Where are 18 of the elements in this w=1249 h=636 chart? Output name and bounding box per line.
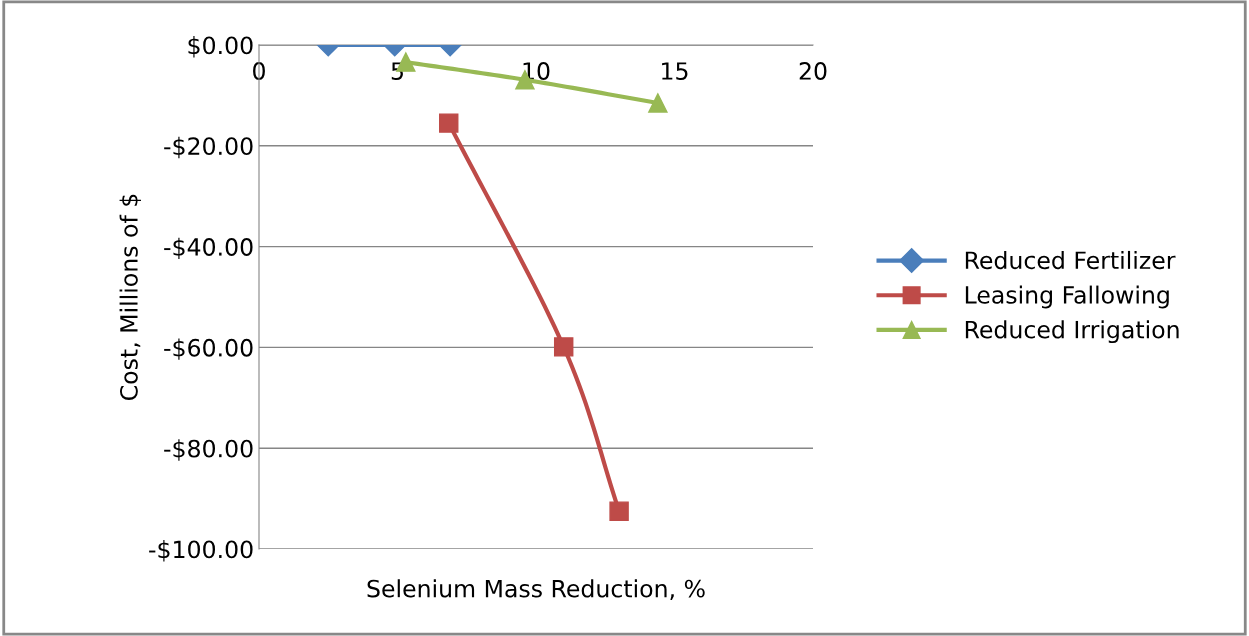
x-tick-label: 20 [799, 62, 827, 80]
legend-label: Leasing Fallowing [965, 285, 1169, 309]
y-tick-label: -$80.00 [164, 439, 253, 461]
point [648, 93, 668, 113]
y-tick-label: -$60.00 [164, 338, 253, 360]
y-tick-label: $0.00 [188, 36, 253, 58]
point [553, 337, 574, 357]
y-tick-label: -$40.00 [164, 237, 253, 260]
point [609, 501, 629, 521]
y-tick-label: -$20.00 [164, 136, 253, 159]
legend-label: Reduced Irrigation [965, 320, 1179, 344]
legend-label: Reduced Fertilizer [965, 250, 1176, 270]
point [439, 113, 459, 133]
x-tick-label: 0 [253, 62, 265, 80]
y-tick-label: -$100.00 [149, 540, 253, 562]
x-tick-label: 15 [662, 62, 688, 80]
x-axis-title: Selenium Mass Reduction, % [367, 579, 705, 600]
y-axis-title: Cost, Millions of $ [119, 194, 141, 400]
